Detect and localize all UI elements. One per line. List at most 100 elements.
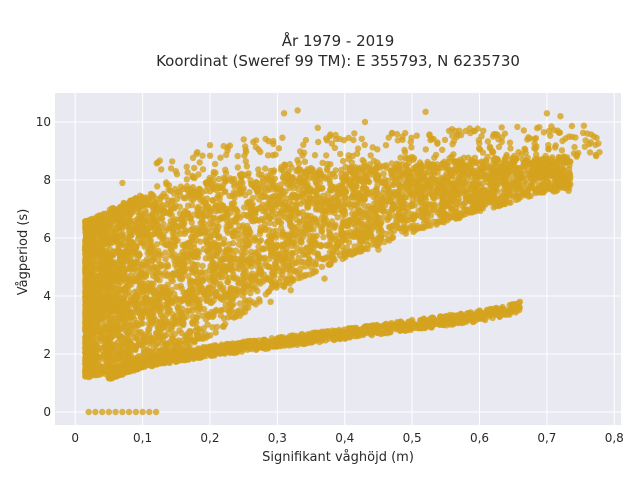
- scatter-point: [249, 270, 256, 277]
- scatter-point: [455, 198, 462, 206]
- scatter-point: [312, 261, 319, 268]
- scatter-point: [138, 193, 146, 201]
- scatter-point: [386, 237, 393, 244]
- scatter-point: [185, 308, 192, 315]
- scatter-point: [156, 250, 163, 258]
- scatter-point: [142, 216, 150, 224]
- scatter-point: [469, 174, 476, 181]
- scatter-point: [400, 225, 408, 233]
- scatter-point: [217, 312, 224, 319]
- scatter-point: [202, 334, 209, 341]
- scatter-point: [175, 307, 182, 315]
- scatter-point: [146, 340, 153, 347]
- scatter-point: [236, 231, 243, 238]
- scatter-point: [503, 160, 510, 167]
- scatter-point: [249, 201, 256, 208]
- scatter-point: [320, 233, 327, 241]
- scatter-point: [106, 239, 114, 247]
- scatter-point: [219, 323, 227, 330]
- scatter-point: [244, 258, 252, 265]
- scatter-point: [332, 221, 339, 229]
- scatter-point: [106, 206, 114, 213]
- scatter-point: [162, 227, 170, 234]
- scatter-point: [203, 212, 211, 219]
- scatter-point: [278, 207, 285, 215]
- scatter-point: [176, 210, 184, 217]
- scatter-point: [137, 282, 144, 289]
- scatter-point: [334, 214, 341, 221]
- scatter-point: [162, 255, 169, 263]
- scatter-point: [221, 306, 228, 313]
- scatter-point: [322, 242, 330, 249]
- scatter-point: [273, 284, 280, 291]
- scatter-point: [110, 249, 117, 256]
- scatter-point: [273, 259, 280, 266]
- scatter-point: [409, 201, 416, 209]
- scatter-point: [191, 339, 198, 346]
- scatter-point: [193, 249, 200, 257]
- scatter-point: [328, 195, 335, 202]
- scatter-point: [112, 326, 119, 333]
- scatter-point: [365, 220, 372, 227]
- scatter-point: [233, 311, 240, 318]
- scatter-point: [182, 252, 189, 259]
- scatter-point: [169, 197, 176, 204]
- scatter-point: [266, 214, 273, 222]
- scatter-point: [240, 204, 248, 211]
- scatter-point: [504, 187, 511, 194]
- scatter-point: [375, 228, 382, 235]
- scatter-point: [218, 268, 226, 276]
- scatter-point: [215, 175, 223, 183]
- scatter-point: [480, 195, 488, 203]
- scatter-point: [349, 233, 356, 240]
- scatter-point: [427, 182, 434, 189]
- scatter-point: [182, 339, 189, 346]
- scatter-point: [362, 212, 369, 219]
- scatter-point: [298, 246, 305, 253]
- scatter-point: [171, 203, 178, 211]
- scatter-point: [433, 219, 441, 226]
- scatter-point: [161, 241, 169, 248]
- scatter-point: [103, 325, 111, 333]
- scatter-point: [307, 185, 314, 192]
- scatter-point: [140, 333, 148, 340]
- scatter-point: [136, 212, 143, 219]
- scatter-point: [340, 250, 348, 257]
- scatter-point: [190, 299, 197, 306]
- scatter-point: [289, 230, 296, 238]
- scatter-point: [364, 245, 371, 253]
- scatter-point: [184, 202, 192, 209]
- scatter-point: [285, 174, 293, 181]
- scatter-point: [236, 300, 244, 307]
- scatter-point: [172, 232, 179, 239]
- scatter-point: [226, 241, 233, 248]
- scatter-point: [417, 224, 424, 231]
- scatter-point: [281, 255, 289, 262]
- scatter-point: [135, 329, 142, 336]
- scatter-point: [373, 198, 380, 206]
- scatter-point: [228, 217, 235, 225]
- scatter-point: [204, 321, 211, 328]
- scatter-point: [285, 262, 292, 269]
- scatter-point: [531, 162, 538, 170]
- scatter-point: [312, 268, 320, 275]
- scatter-point: [206, 188, 214, 195]
- scatter-point: [202, 200, 209, 207]
- scatter-point: [552, 170, 559, 178]
- scatter-point: [230, 274, 237, 281]
- scatter-point: [193, 332, 201, 339]
- scatter-point: [132, 292, 140, 300]
- scatter-point: [252, 301, 259, 308]
- scatter-point: [327, 231, 334, 238]
- scatter-point: [318, 263, 326, 270]
- scatter-point: [338, 171, 345, 178]
- scatter-point: [429, 190, 436, 198]
- scatter-point: [454, 187, 461, 194]
- scatter-point: [161, 269, 169, 276]
- data-points: [82, 107, 603, 416]
- scatter-point: [266, 219, 273, 227]
- scatter-point: [437, 174, 445, 181]
- scatter-point: [191, 211, 198, 218]
- scatter-point: [514, 192, 521, 200]
